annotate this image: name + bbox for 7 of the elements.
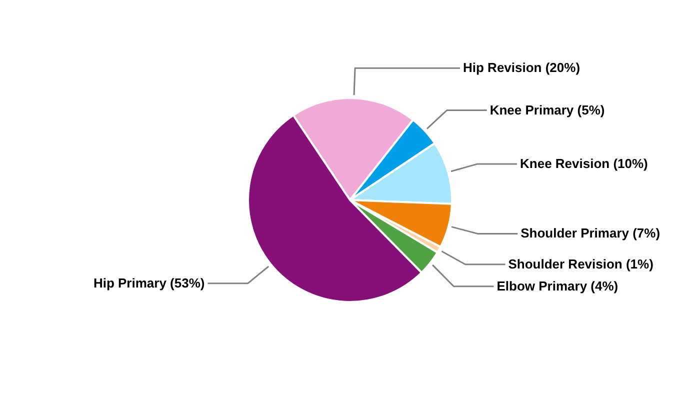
slice-label: Shoulder Revision (1%) [508,256,654,272]
slice-label: Elbow Primary (4%) [496,278,618,294]
slice-label: Knee Revision (10%) [520,156,648,172]
slice-label: Knee Primary (5%) [490,102,605,118]
slice-label: Shoulder Primary (7%) [520,226,660,241]
slice-label: Hip Primary (53%) [93,275,205,290]
slice-label: Hip Revision (20%) [463,60,580,76]
